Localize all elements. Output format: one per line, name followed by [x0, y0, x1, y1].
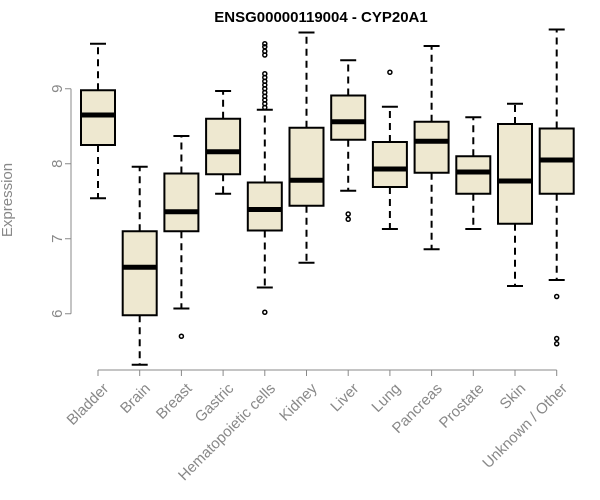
outlier-point [262, 309, 268, 315]
y-axis: 6 7 8 9 [49, 85, 72, 318]
iqr-box [371, 141, 408, 188]
outlier-point [387, 69, 393, 75]
iqr-box [413, 120, 450, 174]
y-axis-label: Expression [0, 163, 16, 237]
x-category-label: Bladder [64, 380, 113, 429]
x-category-label: Skin [497, 380, 530, 413]
y-tick-label: 6 [49, 310, 66, 318]
y-tick-label: 9 [49, 85, 66, 93]
box-2 [121, 165, 158, 366]
box-11 [497, 102, 533, 287]
box-1 [80, 42, 116, 200]
x-category-label: Lung [368, 380, 404, 416]
outlier-point [178, 333, 185, 339]
box-3 [163, 135, 200, 339]
iqr-box [330, 94, 367, 141]
iqr-box [455, 155, 492, 195]
iqr-box [121, 230, 158, 317]
y-tick-label: 8 [49, 160, 66, 168]
iqr-box [205, 117, 242, 176]
outlier-point [345, 211, 351, 217]
box-5 [246, 41, 283, 315]
outlier-point [553, 293, 560, 300]
outlier-point [262, 41, 268, 47]
outlier-point [262, 44, 268, 50]
iqr-box [246, 181, 283, 232]
outlier-point [553, 341, 560, 347]
x-category-label: Breast [153, 380, 196, 423]
box-8 [371, 69, 408, 230]
outlier-point [262, 48, 268, 54]
outlier-point [553, 335, 560, 342]
box-12 [538, 28, 575, 347]
x-category-label: Kidney [276, 380, 321, 425]
outlier-point [345, 216, 351, 222]
x-category-label: Liver [327, 380, 362, 415]
x-category-label: Prostate [436, 380, 488, 432]
x-category-label: Brain [117, 380, 154, 417]
outlier-point [262, 71, 268, 77]
iqr-box [80, 89, 116, 146]
chart-title: ENSG00000119004 - CYP20A1 [214, 9, 427, 26]
boxes-group [80, 28, 575, 366]
box-9 [413, 45, 450, 251]
box-6 [288, 31, 325, 264]
iqr-box [497, 123, 533, 225]
box-4 [205, 90, 242, 195]
iqr-box [288, 126, 325, 207]
iqr-box [163, 172, 200, 233]
box-7 [330, 59, 367, 222]
box-10 [455, 116, 492, 230]
y-tick-label: 7 [49, 235, 66, 243]
